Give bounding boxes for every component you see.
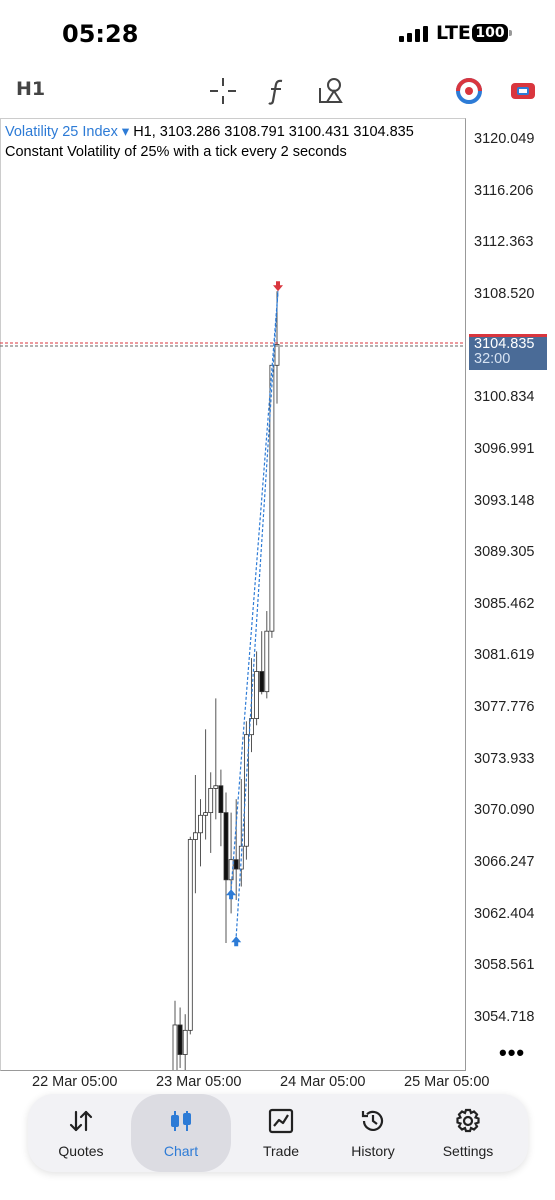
quotes-icon xyxy=(69,1110,93,1132)
battery-icon: 100 xyxy=(472,24,508,42)
network-label: LTE xyxy=(436,22,471,44)
nav-trade[interactable]: Trade xyxy=(231,1094,331,1172)
candles-group xyxy=(0,281,465,1070)
bull-candle xyxy=(228,859,234,881)
bull-candle xyxy=(203,812,209,816)
chart-toolbar: H1 xyxy=(0,64,555,116)
bear-candle xyxy=(177,1024,183,1055)
bull-candle xyxy=(192,832,198,840)
price-axis-label: 3112.363 xyxy=(474,234,534,251)
bull-candle xyxy=(254,671,260,719)
price-axis-label: 3054.718 xyxy=(474,1009,535,1025)
price-axis-label: 3070.090 xyxy=(474,802,535,819)
bull-candle xyxy=(213,785,219,789)
price-axis-label: 3066.247 xyxy=(474,854,535,871)
objects-icon[interactable] xyxy=(316,76,346,106)
history-icon xyxy=(361,1110,384,1131)
bull-candle xyxy=(243,734,249,847)
signal-icon xyxy=(399,26,428,42)
bull-candle xyxy=(264,630,270,693)
price-axis-label: 3062.404 xyxy=(474,905,535,922)
nav-quotes[interactable]: Quotes xyxy=(31,1094,131,1172)
one-click-trading-icon[interactable] xyxy=(454,76,484,106)
price-axis-label: 3100.834 xyxy=(474,389,535,406)
price-axis-label: 3108.520 xyxy=(474,285,535,302)
bear-candle xyxy=(259,671,265,693)
nav-label: Trade xyxy=(262,1143,300,1159)
nav-history[interactable]: History xyxy=(323,1094,423,1172)
price-axis-label: 3120.049 xyxy=(474,131,535,147)
bull-candle xyxy=(182,1029,188,1055)
chart-symbol-line: Volatility 25 Index ▾ H1, 3103.286 3108.… xyxy=(5,124,414,140)
price-axis-label: 3077.776 xyxy=(474,699,535,716)
symbol-caret[interactable]: ▾ xyxy=(121,124,130,140)
buy-arrow-icon xyxy=(226,889,237,900)
status-time: 05:28 xyxy=(62,20,139,48)
price-axis-label: 3073.933 xyxy=(474,750,535,767)
bull-candle xyxy=(208,788,214,814)
date-label: 22 Mar 05:00 xyxy=(32,1074,118,1090)
status-bar: 05:28 LTE 100 xyxy=(0,0,555,64)
price-axis-label: 3116.206 xyxy=(474,182,534,199)
candle-countdown: 32:00 xyxy=(474,351,511,367)
current-price: 3104.835 xyxy=(474,336,535,352)
trade-panel-icon[interactable] xyxy=(508,76,538,106)
chart-icon xyxy=(171,1111,191,1131)
crosshair-icon[interactable] xyxy=(208,76,238,106)
price-axis-label: 3093.148 xyxy=(474,492,535,509)
bottom-nav: Quotes Chart Trade History xyxy=(28,1094,528,1172)
price-axis-label: 3096.991 xyxy=(474,440,535,457)
price-axis-label: 3089.305 xyxy=(474,544,535,561)
price-axis-label: 3085.462 xyxy=(474,595,535,612)
price-axis-label: 3081.619 xyxy=(474,647,535,664)
bear-candle xyxy=(218,785,224,814)
bear-candle xyxy=(233,859,239,870)
trade-connector-line xyxy=(235,291,279,937)
price-axis-label: 3058.561 xyxy=(474,957,535,974)
timeframe-button[interactable]: H1 xyxy=(16,78,46,100)
bull-candle xyxy=(274,344,280,366)
nav-label: Settings xyxy=(442,1143,494,1159)
trade-icon xyxy=(268,1108,294,1134)
bull-candle xyxy=(238,845,244,870)
bull-candle xyxy=(198,814,203,834)
date-label: 23 Mar 05:00 xyxy=(156,1074,242,1090)
nav-settings[interactable]: Settings xyxy=(418,1094,518,1172)
ohlc-values: H1, 3103.286 3108.791 3100.431 3104.835 xyxy=(133,124,414,140)
sell-arrow-icon xyxy=(273,281,283,292)
bull-candle xyxy=(172,1024,178,1070)
buy-arrow-icon xyxy=(231,936,242,947)
symbol-description: Constant Volatility of 25% with a tick e… xyxy=(5,144,347,160)
bull-candle xyxy=(187,839,193,1031)
nav-label: Quotes xyxy=(58,1143,104,1159)
battery-tip xyxy=(509,30,512,36)
indicator-f-icon[interactable] xyxy=(262,76,292,106)
bear-candle xyxy=(223,812,229,881)
more-menu-button[interactable]: ••• xyxy=(499,1040,526,1065)
date-label: 24 Mar 05:00 xyxy=(280,1074,366,1090)
chart-area[interactable] xyxy=(0,118,466,1071)
nav-label: Chart xyxy=(163,1143,199,1159)
date-label: 25 Mar 05:00 xyxy=(404,1074,490,1090)
nav-label: History xyxy=(351,1143,395,1159)
candlestick-chart[interactable] xyxy=(0,118,466,1071)
current-price-box: 3104.835 32:00 xyxy=(469,334,547,370)
settings-icon xyxy=(456,1108,480,1133)
nav-chart[interactable]: Chart xyxy=(131,1094,231,1172)
symbol-name[interactable]: Volatility 25 Index xyxy=(5,124,118,140)
